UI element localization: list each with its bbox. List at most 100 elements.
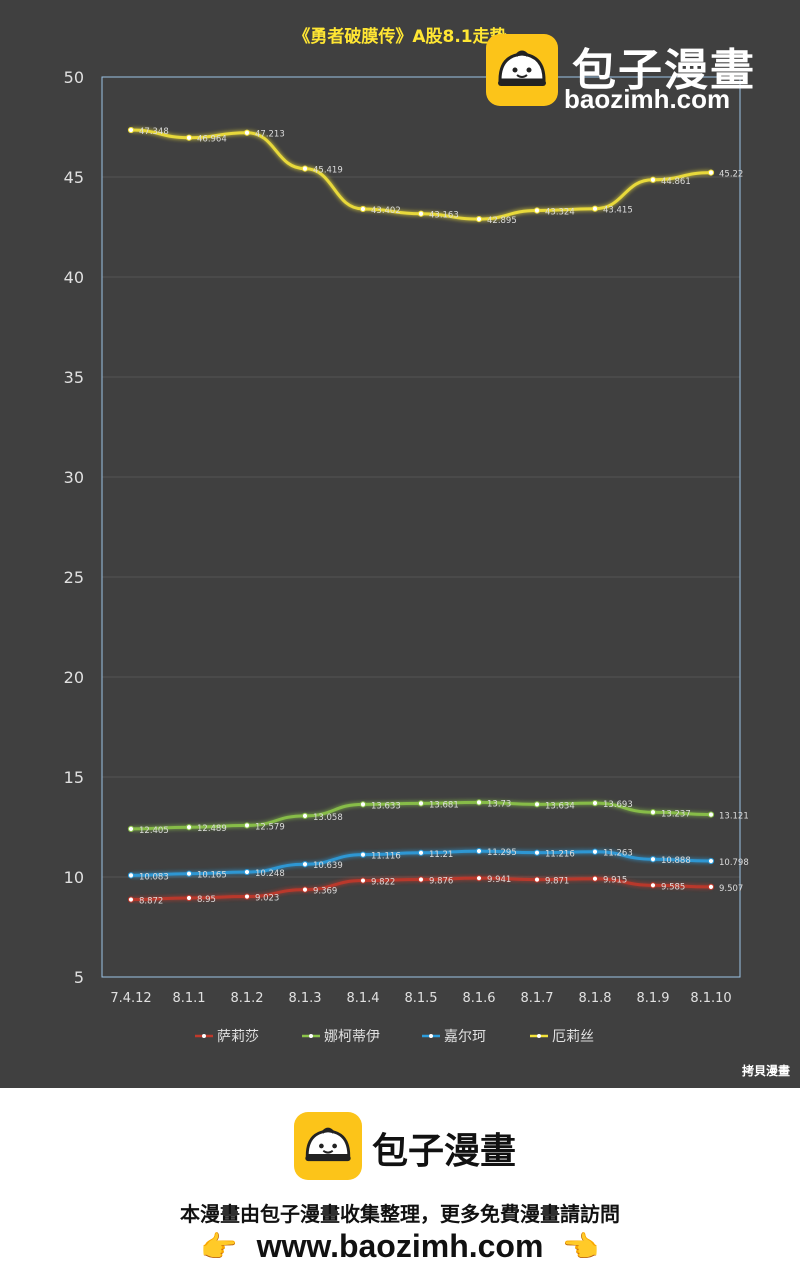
- data-label: 43.415: [603, 206, 633, 216]
- data-label: 9.822: [371, 878, 395, 888]
- data-point: [707, 857, 715, 865]
- data-point: [243, 893, 251, 900]
- x-tick-label: 8.1.6: [462, 991, 495, 1006]
- data-label: 13.121: [719, 812, 749, 822]
- data-point: [475, 799, 483, 806]
- data-label: 9.507: [719, 884, 743, 894]
- data-point: [127, 825, 135, 833]
- plot-frame: [101, 76, 741, 978]
- data-label: 12.489: [197, 824, 227, 834]
- legend-label: 萨莉莎: [217, 1029, 259, 1045]
- data-label: 9.023: [255, 894, 279, 904]
- data-point: [533, 849, 541, 856]
- footer: 包子漫畫 本漫畫由包子漫畫收集整理，更多免費漫畫請訪問 👉 www.baozim…: [0, 1088, 800, 1288]
- y-tick-label: 10: [64, 868, 84, 887]
- chart-area: 5 10 15 20 25 30 35 40 45 50 7.4.12 8.1.1 8.1.2 8.1.3…: [0, 0, 800, 1088]
- data-label: 42.895: [487, 216, 517, 226]
- y-tick-label: 25: [64, 568, 84, 587]
- y-tick-label: 40: [64, 268, 84, 287]
- data-label: 10.083: [139, 872, 169, 882]
- data-label: 11.21: [429, 850, 453, 860]
- data-point: [301, 165, 309, 172]
- data-point: [649, 809, 657, 816]
- data-label: 9.915: [603, 876, 627, 886]
- data-point: [475, 848, 483, 855]
- legend-marker: [202, 1034, 206, 1038]
- data-label: 45.419: [313, 166, 343, 176]
- footer-url-link[interactable]: www.baozimh.com: [256, 1228, 544, 1264]
- y-tick-label: 20: [64, 668, 84, 687]
- data-label: 11.116: [371, 852, 401, 862]
- baozi-logo-icon: [486, 34, 558, 106]
- data-point: [359, 205, 367, 213]
- data-label: 13.633: [371, 801, 401, 811]
- legend-label: 厄莉丝: [552, 1029, 594, 1045]
- data-point: [127, 126, 135, 134]
- data-label: 13.681: [429, 800, 459, 810]
- data-label: 46.964: [197, 135, 227, 145]
- data-point: [417, 210, 425, 217]
- data-point: [243, 822, 251, 829]
- x-tick-label: 8.1.8: [578, 991, 611, 1006]
- data-label: 13.237: [661, 809, 691, 819]
- data-point: [591, 800, 599, 807]
- data-label: 43.163: [429, 211, 459, 221]
- data-label: 10.248: [255, 869, 285, 879]
- x-tick-label: 8.1.4: [346, 991, 379, 1006]
- pointing-hand-icon: 👉: [200, 1230, 238, 1265]
- data-label: 11.295: [487, 848, 517, 858]
- y-tick-label: 15: [64, 768, 84, 787]
- data-label: 43.402: [371, 206, 401, 216]
- baozi-logo-icon: [294, 1112, 362, 1180]
- data-label: 11.216: [545, 850, 575, 860]
- credit-label: 拷貝漫畫: [741, 1064, 790, 1078]
- x-tick-label: 8.1.5: [404, 991, 437, 1006]
- watermark: 包子漫畫 baozimh.com: [486, 34, 786, 114]
- legend-marker: [309, 1034, 313, 1038]
- data-label: 11.263: [603, 849, 633, 859]
- x-tick-label: 8.1.10: [690, 991, 731, 1006]
- data-point: [243, 868, 251, 876]
- data-point: [707, 883, 715, 890]
- data-label: 10.888: [661, 856, 691, 866]
- data-point: [707, 811, 715, 818]
- data-point: [301, 861, 309, 868]
- data-point: [127, 896, 135, 903]
- data-label: 10.798: [719, 858, 749, 868]
- data-label: 9.876: [429, 876, 453, 886]
- data-point: [301, 886, 309, 893]
- data-label: 9.941: [487, 875, 511, 885]
- data-point: [185, 894, 193, 902]
- data-point: [359, 851, 367, 858]
- data-point: [359, 877, 367, 884]
- data-point: [243, 129, 251, 136]
- data-label: 9.585: [661, 882, 685, 892]
- legend-marker: [537, 1034, 541, 1038]
- data-point: [591, 848, 599, 855]
- data-point: [649, 882, 657, 889]
- y-tick-label: 50: [64, 68, 84, 87]
- data-point: [707, 169, 715, 176]
- data-point: [185, 870, 193, 877]
- data-label: 43.324: [545, 208, 575, 218]
- y-tick-label: 30: [64, 468, 84, 487]
- data-point: [649, 176, 657, 183]
- data-label: 12.405: [139, 826, 169, 836]
- x-tick-label: 7.4.12: [110, 991, 151, 1006]
- data-label: 10.165: [197, 871, 227, 881]
- footer-site-name: 包子漫畫: [372, 1131, 517, 1172]
- footer-description: 本漫畫由包子漫畫收集整理，更多免費漫畫請訪問: [180, 1202, 620, 1226]
- data-point: [417, 876, 425, 883]
- y-tick-label: 45: [64, 168, 84, 187]
- x-tick-label: 8.1.3: [288, 991, 321, 1006]
- legend-label: 嘉尔珂: [444, 1029, 486, 1045]
- data-label: 12.579: [255, 822, 285, 832]
- data-point: [533, 207, 541, 214]
- data-label: 45.22: [719, 170, 743, 180]
- x-tick-label: 8.1.9: [636, 991, 669, 1006]
- data-label: 9.871: [545, 877, 569, 887]
- data-label: 44.861: [661, 177, 691, 187]
- footer-url-row: 👉 www.baozimh.com 👉: [0, 1228, 800, 1265]
- x-tick-label: 8.1.2: [230, 991, 263, 1006]
- data-label: 13.693: [603, 800, 633, 810]
